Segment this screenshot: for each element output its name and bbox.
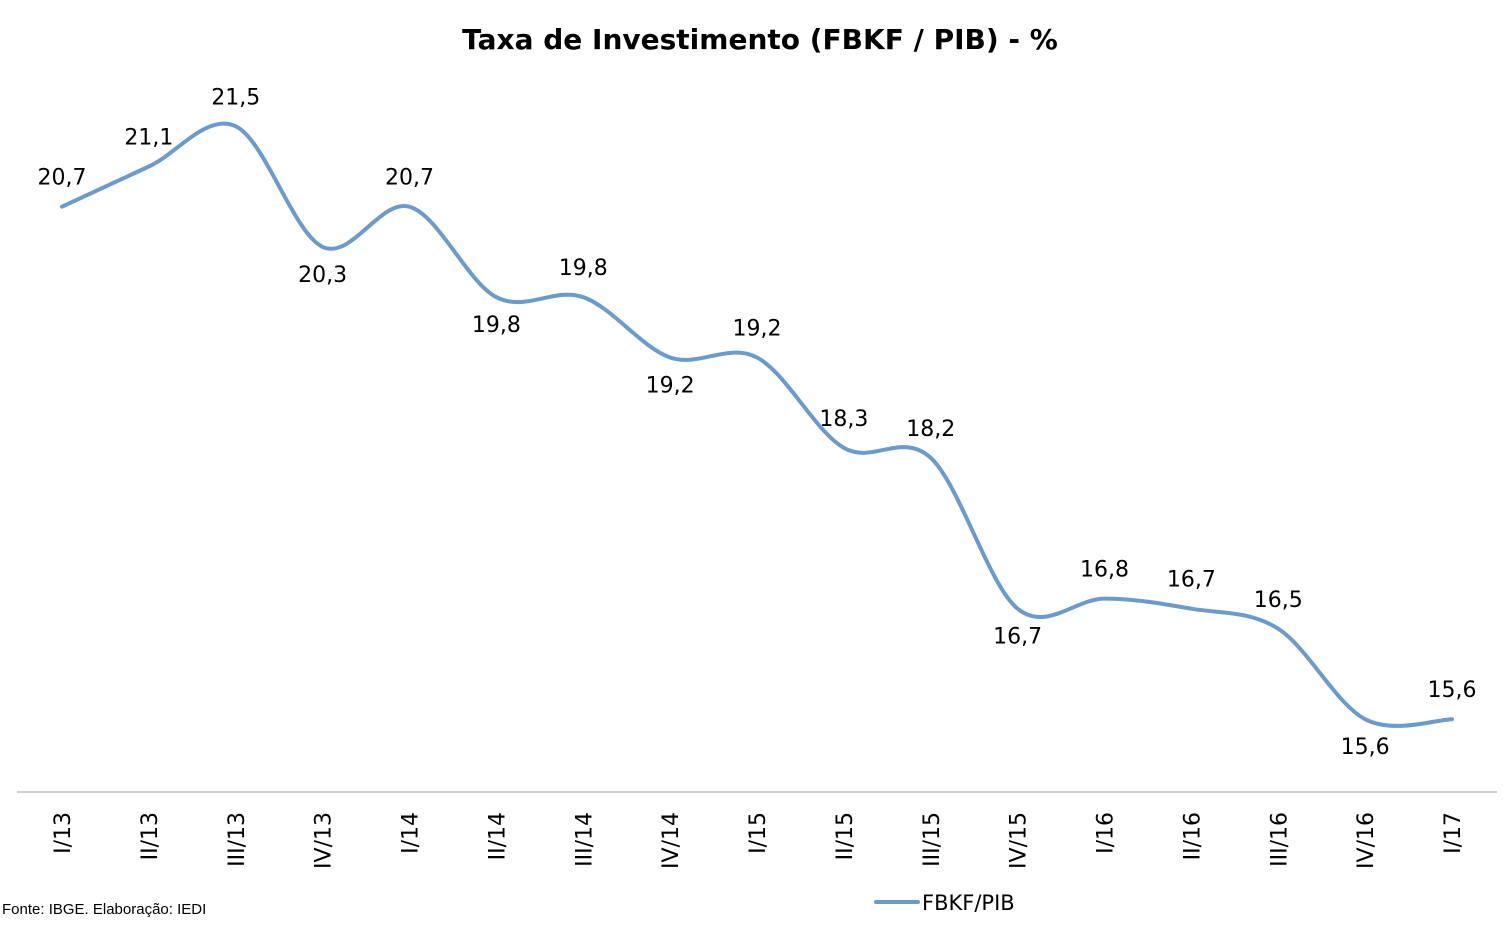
data-label: 21,5 [211,85,260,110]
x-tick-label: III/16 [1267,812,1292,867]
data-labels: 20,7 21,1 21,5 20,3 20,7 19,8 19,8 19,2 19,2 18,3… [38,85,1477,760]
legend-label: FBKF/PIB [922,891,1015,915]
data-label: 19,2 [733,317,782,342]
data-label: 18,3 [819,407,868,432]
x-axis-tick-labels: I/13 II/13 III/13 IV/13 I/14 II/14 III/14 IV/14… [51,812,1466,869]
x-tick-label: IV/13 [312,812,337,869]
x-tick-label: I/13 [51,812,76,854]
x-tick-label: III/15 [920,812,945,867]
data-label: 16,7 [993,625,1042,650]
data-label: 18,2 [906,417,955,442]
data-label: 15,6 [1428,678,1477,703]
data-label: 16,8 [1080,558,1129,583]
x-tick-label: II/15 [833,812,858,860]
x-tick-label: II/13 [138,812,163,860]
chart-title: Taxa de Investimento (FBKF / PIB) - % [462,23,1058,56]
x-tick-label: III/13 [225,812,250,867]
data-label: 19,8 [472,313,521,338]
x-tick-label: II/16 [1180,812,1205,860]
data-label: 16,7 [1167,568,1216,593]
source-note: Fonte: IBGE. Elaboração: IEDI [2,901,207,918]
x-tick-label: III/14 [572,812,597,867]
data-label: 19,2 [646,374,695,399]
data-label: 21,1 [124,126,173,151]
x-tick-label: IV/14 [659,812,684,869]
data-label: 15,6 [1341,735,1390,760]
series-line-fbkf-pib [60,121,1454,728]
x-tick-label: IV/15 [1007,812,1032,869]
data-label: 16,5 [1254,588,1303,613]
data-label: 20,3 [298,263,347,288]
data-label: 20,7 [38,166,87,191]
x-tick-label: II/14 [485,812,510,860]
x-tick-label: I/17 [1441,812,1466,854]
data-label: 20,7 [385,166,434,191]
data-label: 19,8 [559,256,608,281]
x-tick-label: I/16 [1094,812,1119,854]
x-tick-label: I/15 [746,812,771,854]
legend: FBKF/PIB [874,891,1015,915]
x-tick-label: I/14 [399,812,424,854]
x-tick-label: IV/16 [1354,812,1379,869]
